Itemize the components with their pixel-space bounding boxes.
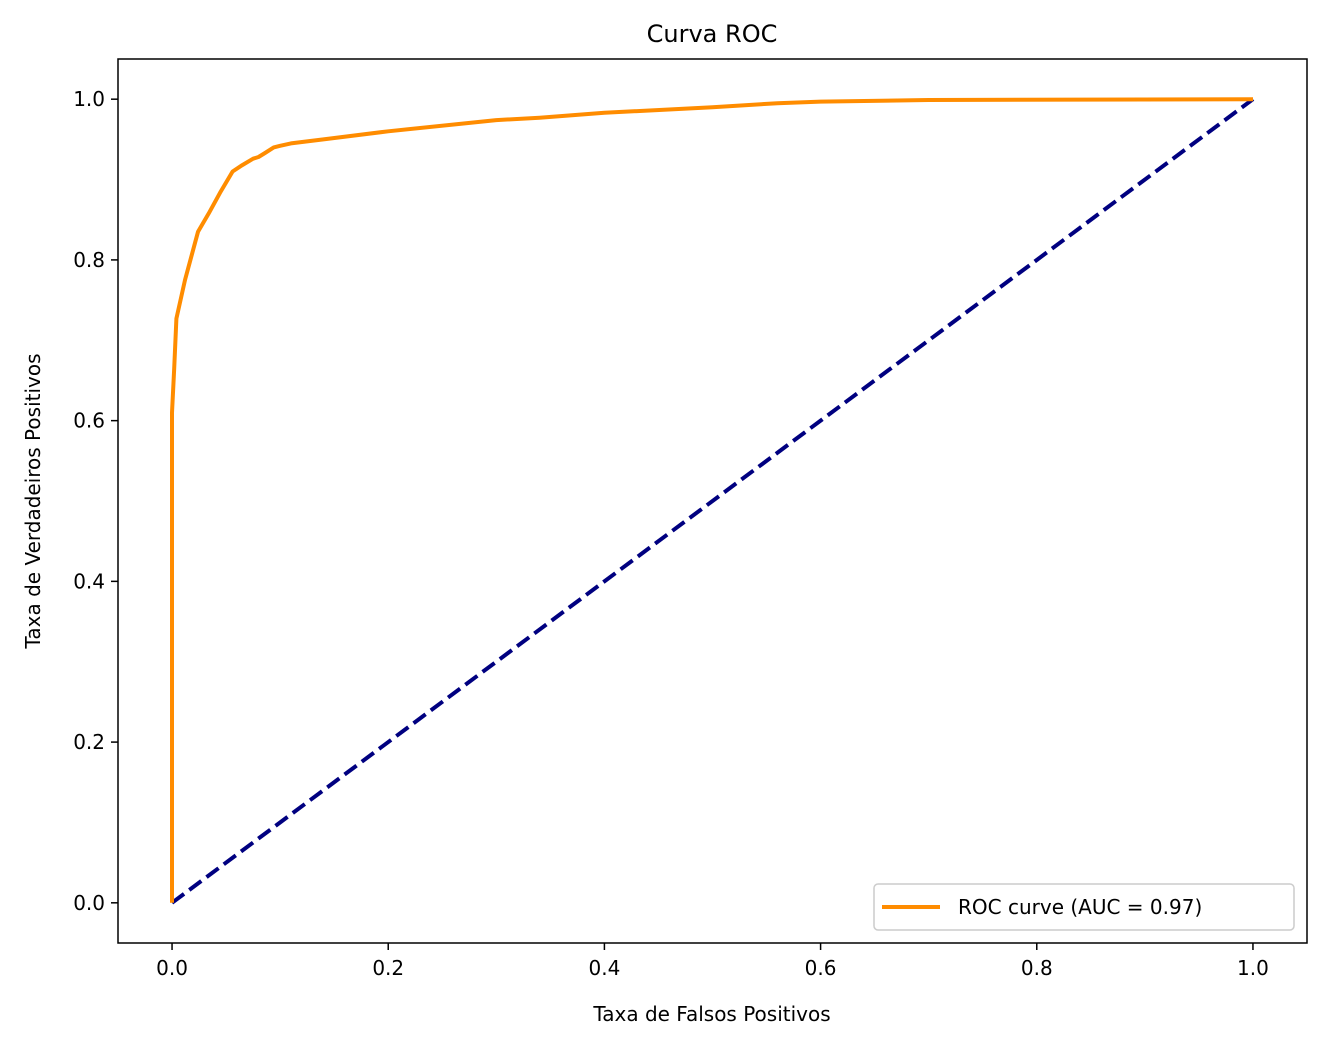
x-axis-label: Taxa de Falsos Positivos [592,1002,830,1026]
x-axis-ticks: 0.0 0.2 0.4 0.6 0.8 1.0 [156,943,1269,980]
x-tick-label: 0.6 [805,956,837,980]
y-tick-label: 0.8 [73,248,105,272]
y-tick-label: 0.0 [73,891,105,915]
plot-area [170,97,1255,905]
y-axis-label: Taxa de Verdadeiros Positivos [21,353,45,649]
y-tick-label: 0.4 [73,569,105,593]
plot-frame [117,58,1308,944]
y-axis-ticks: 0.0 0.2 0.4 0.6 0.8 1.0 [73,87,118,915]
x-tick-label: 0.2 [372,956,404,980]
series-line-roc [170,97,1254,903]
legend-label-roc: ROC curve (AUC = 0.97) [958,895,1202,919]
x-tick-label: 0.8 [1021,956,1053,980]
series-line-diagonal [170,97,1255,905]
y-tick-label: 1.0 [73,87,105,111]
x-tick-label: 0.4 [589,956,621,980]
legend: ROC curve (AUC = 0.97) [873,883,1295,931]
y-tick-label: 0.2 [73,730,105,754]
x-tick-label: 0.0 [156,956,188,980]
chart-title: Curva ROC [647,20,778,48]
legend-box [873,883,1295,931]
x-tick-label: 1.0 [1237,956,1269,980]
y-tick-label: 0.6 [73,409,105,433]
